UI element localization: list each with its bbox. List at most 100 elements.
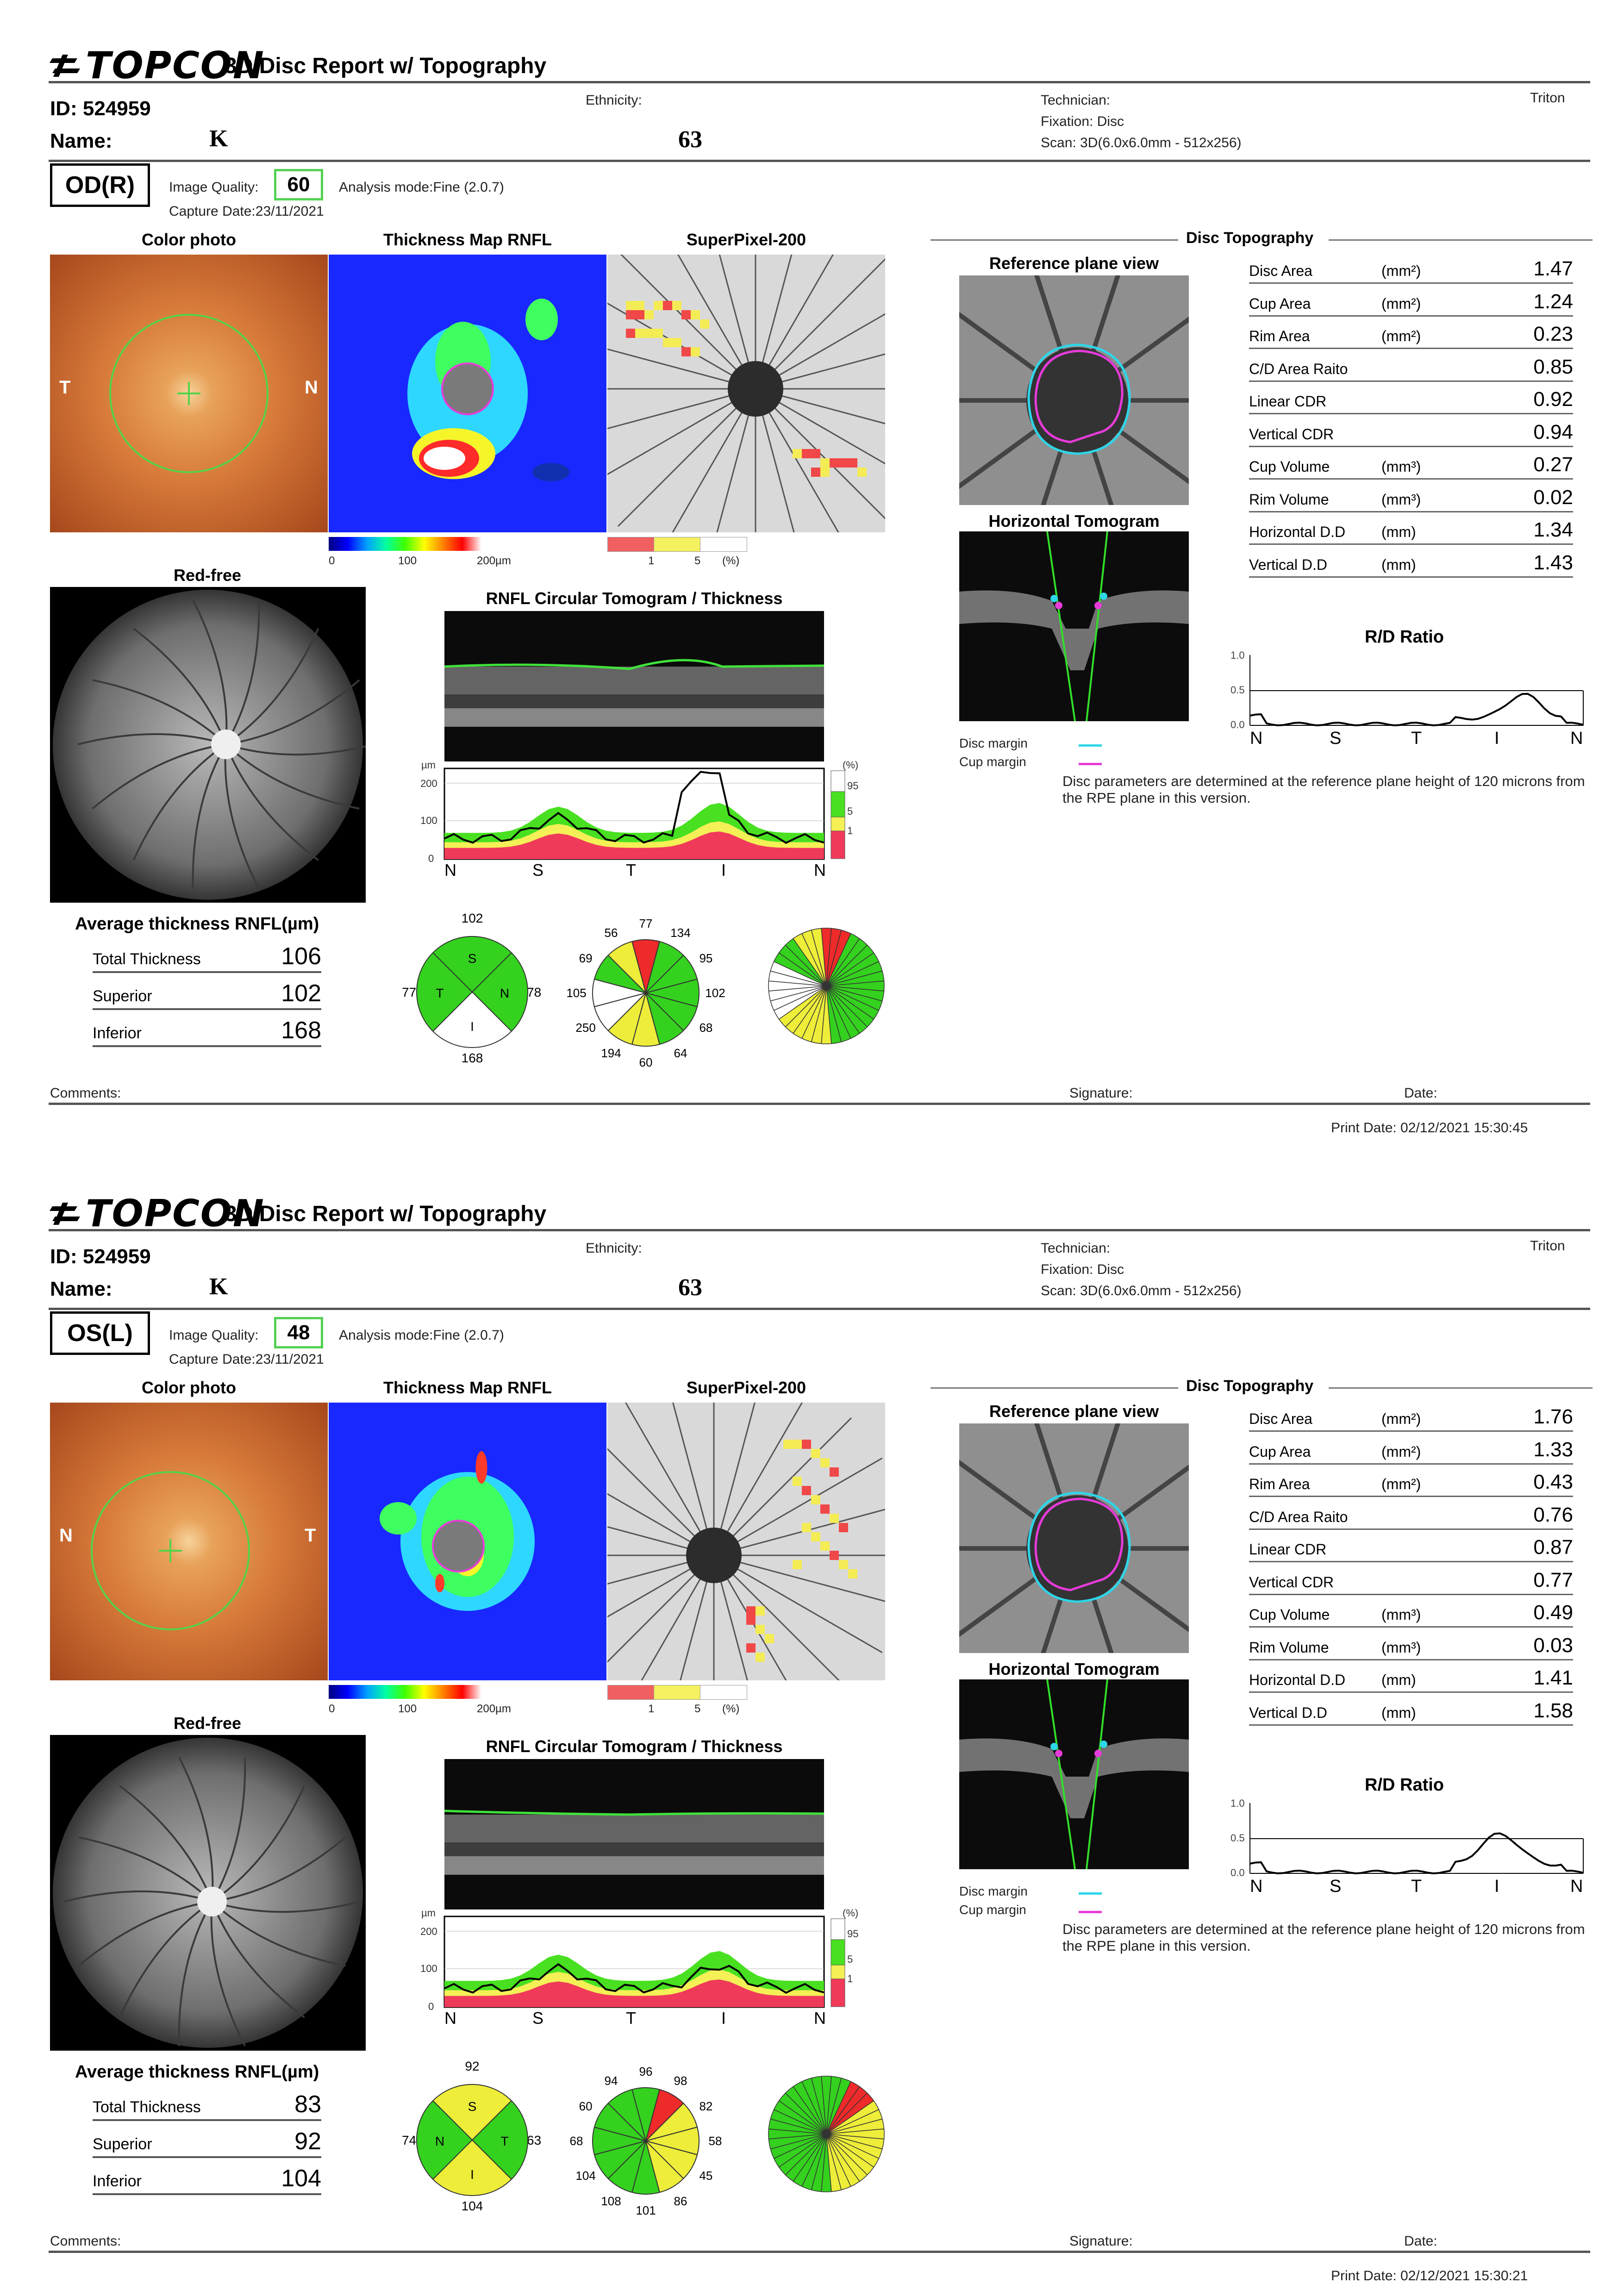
tsnit-1: 1 [847,1973,853,1984]
circular-tomogram [444,611,824,761]
superpixel-cell [756,1653,765,1662]
quad-value-i: 168 [462,1051,483,1065]
topography-row: Vertical D.D (mm) 1.43 [1249,549,1573,578]
topography-name: Linear CDR [1249,1541,1327,1558]
scale-200: 200µm [477,1703,511,1715]
superpixel-cell [820,1458,830,1467]
topography-value: 0.77 [1533,1568,1573,1591]
superpixel-cell [644,310,654,319]
patient-age: 63 [678,126,702,153]
rd-y0: 0.0 [1230,1867,1245,1878]
tsnit-y0: 0 [428,2001,434,2012]
topography-unit: (mm³) [1381,1639,1421,1656]
vessel [755,258,885,390]
quadrant-slice [416,952,473,1032]
tsnit-pct: (%) [843,1907,858,1919]
vessel [78,1836,213,1903]
superpixel-cell [626,310,635,319]
topography-row: Rim Volume (mm³) 0.02 [1249,483,1573,512]
divider [1329,1387,1593,1389]
sp-scale-1: 1 [648,555,655,567]
superpixel-cell [765,1634,774,1643]
topography-value: 0.76 [1533,1503,1573,1526]
topography-value: 0.85 [1533,355,1573,378]
quad-value-right: 63 [527,2133,541,2147]
rd-y1: 1.0 [1230,1797,1245,1809]
superpixel-cell [811,1495,820,1504]
topography-value: 0.92 [1533,388,1573,411]
print-date: Print Date: 02/12/2021 15:30:21 [1331,2268,1528,2284]
vessel [210,1901,246,2046]
superpixel-cell [756,1606,765,1616]
divider [931,1387,1178,1389]
fixation-label: Fixation: Disc [1041,1262,1124,1277]
clock-value: 77 [639,917,653,930]
sector-slice [811,928,827,986]
topography-name: Cup Area [1249,1443,1311,1460]
superpixel-cell [746,1643,756,1653]
superpixel-cell [811,449,820,458]
rd-tick: S [1330,1877,1341,1896]
topography-value: 1.47 [1533,257,1573,280]
topography-row: Horizontal D.D (mm) 1.34 [1249,516,1573,545]
rd-tick: N [1570,729,1583,748]
thickness-region [424,447,465,470]
tsnit-tick: I [721,2009,726,2028]
patient-name: K [209,1273,228,1300]
vessel [625,1403,715,1556]
vessel [607,1554,715,1663]
vessel [755,313,885,390]
vessel [178,1757,214,1902]
vessel [192,599,228,745]
topography-unit: (mm) [1381,556,1416,573]
vessel [225,628,319,745]
rd-ratio-label: R/D Ratio [1365,627,1444,647]
vessel [225,743,360,810]
superpixel-cell [848,458,857,468]
superpixel-cell [663,301,672,310]
superpixel-cell [811,468,820,477]
vessel [211,1785,306,1903]
topography-value: 1.41 [1533,1666,1573,1689]
average-name: Total Thickness [93,950,201,968]
superpixel-cell [802,1523,811,1532]
image-quality-label: Image Quality: [169,180,259,195]
red-free-photo [50,1735,366,2051]
patient-id: ID: 524959 [50,97,151,120]
sector-slice [811,2076,827,2134]
topography-row: Rim Area (mm²) 0.43 [1249,1468,1573,1497]
disc-topography-label: Disc Topography [1186,229,1314,247]
vessel [755,353,885,390]
thickness-region [532,463,569,481]
superpixel-cell [644,329,654,338]
superpixel-cell [839,458,848,468]
topography-name: Horizontal D.D [1249,1672,1346,1688]
topography-unit: (mm³) [1381,458,1421,475]
rd-ratio-label: R/D Ratio [1365,1775,1444,1795]
average-value: 104 [281,2165,321,2192]
tsnit-tick: I [721,861,726,880]
report-page: TOPCON 3D Disc Report w/ Topography ID: … [0,1148,1624,2296]
rd-y05: 0.5 [1230,1832,1245,1844]
rd-y0: 0.0 [1230,719,1245,730]
thickness-region [475,1451,487,1484]
date-label: Date: [1404,1086,1437,1101]
topography-name: Vertical CDR [1249,1573,1334,1591]
vessel [607,1447,715,1556]
ethnicity-label: Ethnicity: [586,93,642,108]
vessel [225,679,360,745]
topography-row: Linear CDR 0.92 [1249,385,1573,414]
technician-label: Technician: [1041,1241,1111,1256]
image-quality-label: Image Quality: [169,1328,259,1343]
vessel [713,1554,885,1602]
topography-value: 1.34 [1533,518,1573,541]
clock-value: 102 [705,986,725,1000]
rd-y05: 0.5 [1230,684,1245,696]
comments-label: Comments: [50,2234,121,2249]
clock-value: 105 [566,986,586,1000]
tsnit-tick: N [814,861,826,880]
optic-disc [432,1520,485,1572]
superpixel-cell [802,1486,811,1495]
topography-name: C/D Area Raito [1249,360,1348,377]
topography-name: Cup Area [1249,295,1311,312]
